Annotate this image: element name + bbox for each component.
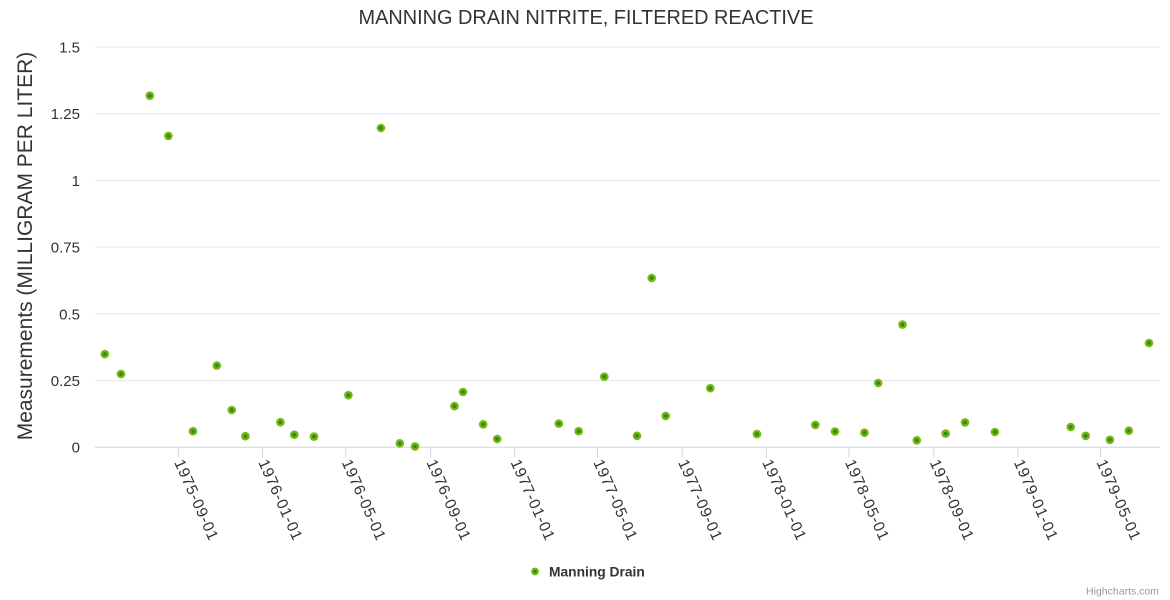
svg-text:Manning Drain: Manning Drain: [549, 564, 645, 579]
svg-text:1: 1: [72, 173, 80, 190]
svg-text:1.25: 1.25: [51, 106, 80, 123]
svg-text:MANNING DRAIN NITRITE, FILTERE: MANNING DRAIN NITRITE, FILTERED REACTIVE: [359, 7, 814, 29]
svg-text:Measurements (MILLIGRAM PER LI: Measurements (MILLIGRAM PER LITER): [14, 52, 37, 441]
svg-text:1.5: 1.5: [59, 39, 80, 56]
svg-text:0.75: 0.75: [51, 240, 80, 257]
svg-text:Highcharts.com: Highcharts.com: [1086, 586, 1159, 598]
svg-text:0.5: 0.5: [59, 306, 80, 323]
svg-text:0.25: 0.25: [51, 373, 80, 390]
svg-text:0: 0: [72, 440, 80, 457]
